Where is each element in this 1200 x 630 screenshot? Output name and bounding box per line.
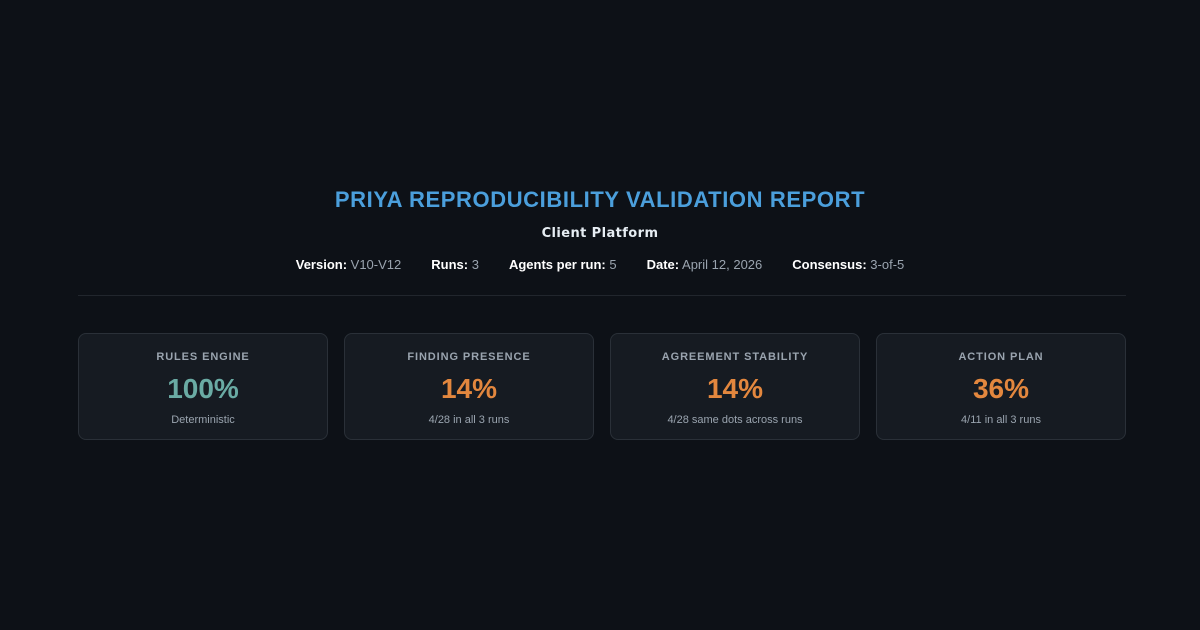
meta-version-label: Version: <box>295 257 348 272</box>
metric-card-label: ACTION PLAN <box>958 351 1044 363</box>
meta-runs: Runs: 3 <box>431 256 479 274</box>
report-meta: Version: V10-V12 Runs: 3 Agents per run:… <box>0 256 1200 274</box>
meta-agents-value: 5 <box>609 257 617 272</box>
metric-card-note: Deterministic <box>171 414 235 426</box>
metric-card-note: 4/11 in all 3 runs <box>961 414 1041 426</box>
metric-card-note: 4/28 same dots across runs <box>667 414 803 426</box>
metric-card-value: 100% <box>167 373 239 404</box>
metric-card-action-plan: ACTION PLAN 36% 4/11 in all 3 runs <box>876 333 1126 440</box>
meta-version: Version: V10-V12 <box>296 256 402 274</box>
metric-card-finding-presence: FINDING PRESENCE 14% 4/28 in all 3 runs <box>344 333 594 440</box>
metric-card-note: 4/28 in all 3 runs <box>428 414 510 426</box>
metric-card-agreement-stability: AGREEMENT STABILITY 14% 4/28 same dots a… <box>610 333 860 440</box>
meta-version-value: V10-V12 <box>350 257 402 272</box>
header-divider <box>78 295 1126 296</box>
meta-consensus-value: 3-of-5 <box>870 257 905 272</box>
metric-card-value: 14% <box>706 373 764 404</box>
meta-consensus: Consensus: 3-of-5 <box>792 256 904 274</box>
meta-runs-value: 3 <box>471 257 479 272</box>
meta-date-label: Date: <box>646 257 680 272</box>
metric-card-label: AGREEMENT STABILITY <box>661 351 809 363</box>
metric-card-rules-engine: RULES ENGINE 100% Deterministic <box>78 333 328 440</box>
metric-cards: RULES ENGINE 100% Deterministic FINDING … <box>78 333 1126 440</box>
meta-date: Date: April 12, 2026 <box>647 256 763 274</box>
metric-card-value: 36% <box>972 373 1030 404</box>
meta-runs-label: Runs: <box>431 257 469 272</box>
report-title: PRIYA REPRODUCIBILITY VALIDATION REPORT <box>334 187 866 212</box>
metric-card-label: FINDING PRESENCE <box>407 351 531 363</box>
meta-consensus-label: Consensus: <box>792 257 867 272</box>
meta-agents-label: Agents per run: <box>508 257 606 272</box>
meta-date-value: April 12, 2026 <box>682 257 763 272</box>
metric-card-label: RULES ENGINE <box>156 351 250 363</box>
report-subtitle: Client Platform <box>541 226 659 241</box>
metric-card-value: 14% <box>440 373 498 404</box>
meta-agents: Agents per run: 5 <box>509 256 617 274</box>
